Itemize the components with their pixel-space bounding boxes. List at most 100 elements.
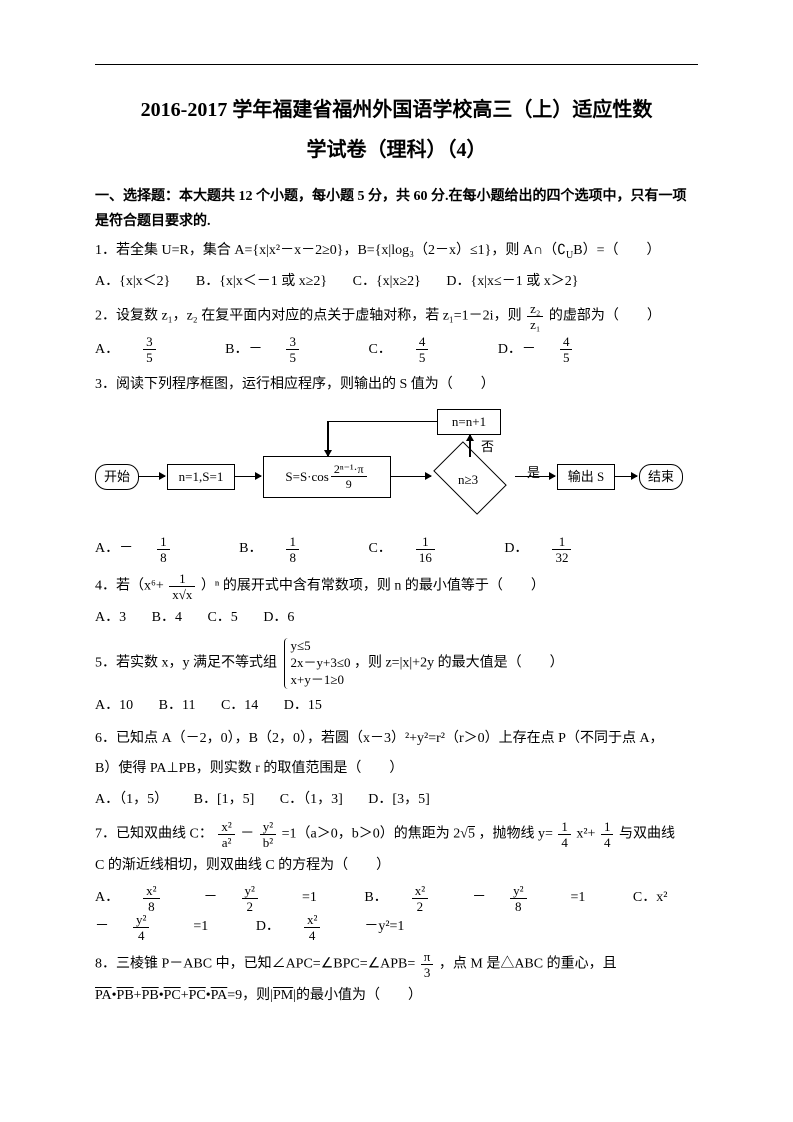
flow-arrow-2 <box>235 476 261 478</box>
question-6-l2: B）使得 PA⊥PB，则实数 r 的取值范围是（ ） <box>95 756 698 783</box>
q5-opt-b: B．11 <box>159 698 196 713</box>
top-rule <box>95 64 698 65</box>
q2a-pre: A． <box>95 342 119 357</box>
d: 8 <box>510 899 526 913</box>
q7-sqrt: 5 <box>468 827 475 842</box>
q7-opt-a: A．x²8－y²2=1 <box>95 890 339 905</box>
question-8-l2: PA•PB+PB•PC+PC•PA=9，则|PM|的最小值为（ ） <box>95 983 698 1010</box>
n: 1 <box>601 820 614 835</box>
d: 4 <box>133 928 149 942</box>
d: 2 <box>412 899 428 913</box>
q8-eq: =9，则| <box>227 988 273 1003</box>
n: y² <box>133 913 149 928</box>
section-heading: 一、选择题：本大题共 12 个小题，每小题 5 分，共 60 分.在每小题给出的… <box>95 184 698 234</box>
n: 1 <box>286 535 299 550</box>
q2-opt-b: B．－35 <box>225 342 343 357</box>
d: 5 <box>143 350 156 364</box>
question-6-l1: 6．已知点 A（－2，0），B（2，0），若圆（x－3）²+y²=r²（r＞0）… <box>95 726 698 753</box>
flow-arrow-1 <box>139 476 165 478</box>
flow-yes-label: 是 <box>527 461 540 484</box>
q2-opt-d: D．－45 <box>498 342 617 357</box>
q2-opt-c: C．45 <box>368 342 472 357</box>
q3-opt-a: A．－18 <box>95 541 214 556</box>
n: x² <box>143 884 159 899</box>
flow-arrow-no-up <box>469 435 471 457</box>
n: x² <box>412 884 428 899</box>
d: 4 <box>601 835 614 849</box>
f: x²2 <box>412 884 450 913</box>
q6-opt-c: C．（1，3] <box>280 792 343 807</box>
vec-pc2: PC <box>189 988 206 1003</box>
q5-sys-1: y≤5 <box>291 638 311 653</box>
question-7-l2: C 的渐近线相切，则双曲线 C 的方程为（ ） <box>95 853 698 880</box>
q5-opt-d: D．15 <box>284 698 322 713</box>
flow-init: n=1,S=1 <box>167 464 235 490</box>
f: y²4 <box>133 913 171 942</box>
q2-text-a: 2．设复数 z₁，z₂ 在复平面内对应的点关于虚轴对称，若 z₁=1－2i，则 <box>95 309 522 324</box>
n: y² <box>510 884 526 899</box>
d: 8 <box>157 550 170 564</box>
q2-frac-den: z₁ <box>527 317 543 331</box>
question-2: 2．设复数 z₁，z₂ 在复平面内对应的点关于虚轴对称，若 z₁=1－2i，则 … <box>95 302 698 331</box>
n: 4 <box>416 335 429 350</box>
q5-b: ，则 z=|x|+2y 的最大值是（ ） <box>354 656 564 671</box>
q4-opt-c: C．5 <box>207 610 237 625</box>
n: 1 <box>157 535 170 550</box>
d: a² <box>218 835 234 849</box>
q8-b: ，点 M 是△ABC 的重心，且 <box>439 956 617 971</box>
q7-f1: x²a² <box>218 820 234 849</box>
q3-opt-d: D．132 <box>504 541 615 556</box>
p: B． <box>239 541 262 556</box>
f: x²8 <box>143 884 181 913</box>
f: 116 <box>416 535 457 564</box>
q7-f2: y²b² <box>260 820 276 849</box>
flow-calc-frac: 2ⁿ⁻¹·π9 <box>331 463 367 490</box>
d: 9 <box>331 477 367 490</box>
flow-line-back-h <box>327 421 437 423</box>
n: 1 <box>169 572 195 587</box>
q2-text-b: 的虚部为（ ） <box>549 309 661 324</box>
m: － <box>204 890 218 905</box>
d: 5 <box>286 350 299 364</box>
vec-pc: PC <box>164 988 181 1003</box>
q7-c: ，抛物线 y= <box>478 827 552 842</box>
q6-opt-b: B．[1，5] <box>194 792 255 807</box>
d: 8 <box>286 550 299 564</box>
q2-frac: z₂z₁ <box>527 302 543 331</box>
p: A．－ <box>95 541 133 556</box>
flow-arrow-4 <box>615 476 637 478</box>
question-3: 3．阅读下列程序框图，运行相应程序，则输出的 S 值为（ ） <box>95 372 698 399</box>
q7-b: =1（a＞0，b＞0）的焦距为 2 <box>282 827 461 842</box>
p: A． <box>95 890 119 905</box>
n: 3 <box>143 335 156 350</box>
q2a-frac: 35 <box>143 335 178 364</box>
q1-opt-c: C．{x|x≥2} <box>353 274 421 289</box>
q4-a: 4．若（x⁶+ <box>95 578 164 593</box>
flow-arrow-back-down <box>327 421 329 456</box>
flow-start: 开始 <box>95 464 139 490</box>
q1-opt-d: D．{x|x≤－1 或 x＞2} <box>446 274 578 289</box>
n: y² <box>242 884 258 899</box>
d: 4 <box>304 928 320 942</box>
q4-opt-d: D．6 <box>263 610 294 625</box>
q8-frac: π3 <box>421 950 434 979</box>
question-4: 4．若（x⁶+ 1x√x ）ⁿ 的展开式中含有常数项，则 n 的最小值等于（ ） <box>95 572 698 601</box>
d: 5 <box>416 350 429 364</box>
q7-options: A．x²8－y²2=1 B．x²2－y²8=1 C．x²－y²4=1 D．x²4… <box>95 884 698 942</box>
flow-arrow-yes <box>515 476 555 478</box>
q5-sys-3: x+y－1≥0 <box>291 672 344 687</box>
vec-pm: PM <box>273 988 293 1003</box>
q5-sys-2: 2x－y+3≤0 <box>291 655 351 670</box>
q5-a: 5．若实数 x，y 满足不等式组 <box>95 656 277 671</box>
q7-mid: － <box>240 827 254 842</box>
question-8: 8．三棱锥 P－ABC 中，已知∠APC=∠BPC=∠APB= π3 ，点 M … <box>95 950 698 979</box>
q1-text-a: 1．若全集 U=R，集合 A={x|x²－x－2≥0}，B={x|log₃（2－… <box>95 243 566 258</box>
p: B． <box>364 890 387 905</box>
flow-output: 输出 S <box>557 464 615 490</box>
q4-options: A．3 B．4 C．5 D．6 <box>95 605 698 630</box>
q2d-pre: D．－ <box>498 342 536 357</box>
p: D． <box>256 919 280 934</box>
q7-f3: 14 <box>558 820 571 849</box>
q2-frac-num: z₂ <box>527 302 543 317</box>
vec-pa2: PA <box>211 988 228 1003</box>
